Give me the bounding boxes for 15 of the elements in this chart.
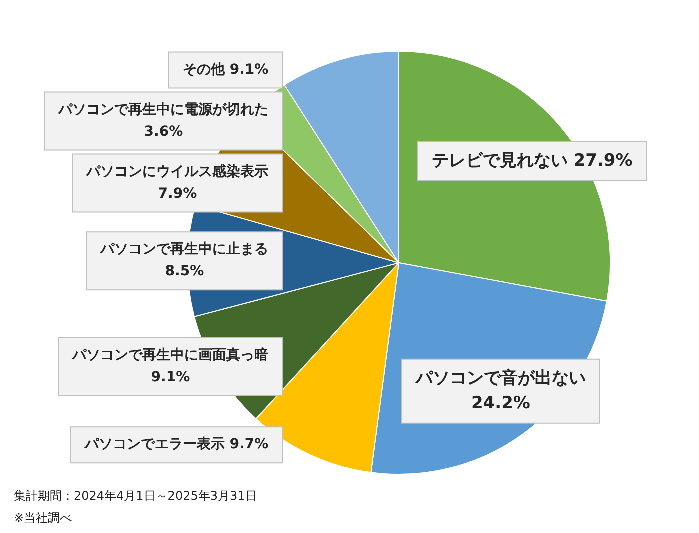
data-label: 3.6%	[144, 124, 184, 140]
text: 集計期間：2024年4月1日～2025年3月31日	[14, 488, 258, 505]
text: ※当社調べ	[14, 510, 72, 527]
data-label: 8.5%	[165, 264, 204, 280]
slice-label: テレビで見れない 27.9%	[432, 150, 633, 171]
slice-label: その他 9.1%	[182, 62, 269, 78]
slice-label: パソコンで再生中に電源が切れた	[58, 102, 269, 118]
slice-label: パソコンで再生中に画面真っ暗	[72, 346, 269, 364]
slice-label: パソコンで再生中に止まる	[100, 242, 269, 258]
data-label: 9.1%	[151, 370, 190, 386]
slice-label: パソコンにウイルス感染表示	[86, 162, 269, 180]
data-label: 24.2%	[471, 393, 530, 414]
data-label: 7.9%	[158, 186, 198, 202]
slice-label: パソコンでエラー表示 9.7%	[84, 436, 269, 453]
slice-label: パソコンで音が出ない	[414, 368, 586, 388]
